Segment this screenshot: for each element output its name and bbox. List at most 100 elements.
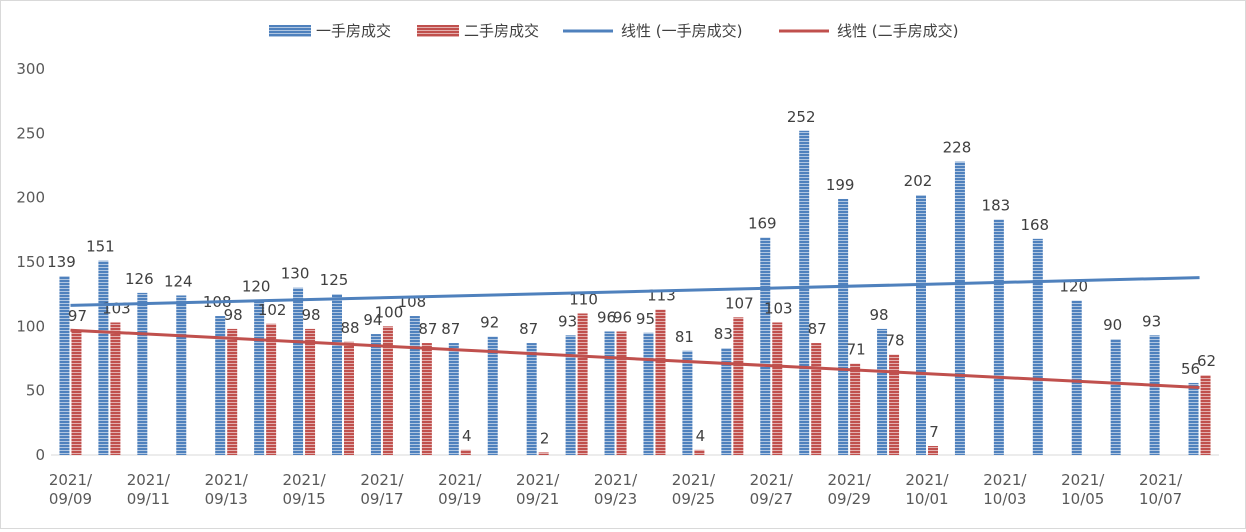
bar-resale-home [928, 445, 938, 455]
bar-resale-home [460, 449, 471, 455]
y-tick-label: 0 [35, 446, 45, 464]
bar-new-home [526, 343, 537, 455]
y-tick-label: 300 [16, 60, 45, 78]
bar-new-home [877, 328, 888, 455]
legend-label-trend-resale: 线性 (二手房成交) [837, 22, 958, 40]
bar-new-home [1188, 382, 1199, 455]
x-tick-label: 2021/09/23 [594, 471, 638, 508]
data-label: 90 [1103, 316, 1122, 334]
bar-new-home [1071, 300, 1082, 455]
x-tick-label: 2021/09/09 [49, 471, 93, 508]
x-tick-label: 2021/09/13 [205, 471, 249, 508]
data-label: 83 [714, 325, 733, 343]
bar-new-home [799, 130, 810, 455]
x-tick-label: 2021/09/15 [282, 471, 326, 508]
bar-new-home [98, 260, 109, 455]
data-label: 228 [943, 139, 972, 157]
bar-new-home [448, 343, 459, 455]
bar-new-home [409, 316, 420, 455]
bar-new-home [332, 294, 342, 455]
data-label: 56 [1181, 360, 1200, 378]
bar-new-home [565, 335, 576, 455]
data-label: 168 [1020, 216, 1049, 234]
data-label: 110 [569, 290, 598, 308]
data-label: 103 [102, 299, 131, 317]
data-label: 87 [441, 320, 460, 338]
data-label: 139 [47, 253, 76, 271]
legend-label-new-home: 一手房成交 [316, 22, 391, 40]
data-label: 7 [929, 423, 939, 441]
legend-swatch-resale-home [417, 25, 459, 37]
data-label: 97 [68, 307, 87, 325]
bar-resale-home [227, 328, 238, 455]
y-tick-label: 250 [16, 124, 45, 142]
x-tick-label: 2021/09/29 [828, 471, 872, 508]
bar-resale-home [655, 309, 666, 455]
bar-new-home [838, 198, 849, 455]
x-tick-label: 2021/09/19 [438, 471, 482, 508]
bar-resale-home [110, 322, 121, 455]
data-label: 199 [826, 176, 855, 194]
bar-resale-home [382, 326, 393, 455]
bar-new-home [954, 161, 965, 455]
bar-new-home [721, 348, 732, 455]
bar-resale-home [266, 323, 277, 455]
data-label: 124 [164, 272, 193, 290]
bar-new-home [1032, 238, 1043, 455]
bar-new-home [59, 276, 70, 455]
bar-new-home [1149, 335, 1160, 455]
bar-resale-home [1200, 375, 1211, 455]
data-label: 87 [519, 320, 538, 338]
x-tick-label: 2021/09/27 [750, 471, 794, 508]
x-tick-label: 2021/09/17 [360, 471, 404, 508]
y-tick-label: 100 [16, 317, 45, 335]
bar-new-home [1110, 339, 1121, 455]
data-label: 94 [363, 311, 382, 329]
bar-new-home [215, 316, 226, 455]
bar-new-home [487, 336, 498, 455]
x-tick-label: 2021/10/01 [905, 471, 949, 508]
y-tick-label: 200 [16, 189, 45, 207]
data-label: 126 [125, 270, 154, 288]
data-label: 107 [725, 294, 754, 312]
x-tick-label: 2021/10/03 [983, 471, 1027, 508]
legend-label-trend-new: 线性 (一手房成交) [621, 22, 742, 40]
bar-resale-home [733, 317, 744, 455]
bar-new-home [916, 195, 926, 456]
data-label: 169 [748, 215, 777, 233]
data-label: 78 [886, 332, 905, 350]
bar-resale-home [538, 452, 549, 455]
data-label: 98 [224, 306, 243, 324]
data-label: 4 [696, 427, 706, 445]
bar-new-home [293, 287, 304, 455]
data-label: 130 [281, 265, 310, 283]
bar-resale-home [889, 354, 900, 455]
data-label: 183 [982, 197, 1011, 215]
data-label: 96 [597, 308, 616, 326]
bar-resale-home [616, 331, 627, 455]
bar-new-home [760, 237, 771, 455]
bar-resale-home [811, 343, 822, 455]
y-tick-label: 150 [16, 253, 45, 271]
x-tick-label: 2021/09/25 [672, 471, 716, 508]
bar-resale-home [71, 330, 82, 455]
data-label: 4 [462, 427, 472, 445]
data-label: 202 [904, 172, 933, 190]
legend-label-resale-home: 二手房成交 [464, 22, 539, 40]
data-label: 252 [787, 108, 816, 126]
data-label: 151 [86, 238, 115, 256]
trendline-new-home [70, 276, 1200, 307]
data-label: 71 [847, 341, 866, 359]
legend-swatch-new-home [269, 25, 311, 37]
data-label: 120 [242, 278, 271, 296]
x-tick-label: 2021/10/05 [1061, 471, 1105, 508]
data-label: 96 [613, 308, 632, 326]
bar-resale-home [305, 328, 316, 455]
bar-new-home [254, 300, 265, 455]
data-label: 93 [558, 312, 577, 330]
data-label: 88 [340, 319, 359, 337]
trendline-resale-home [70, 328, 1200, 389]
x-tick-label: 2021/09/11 [127, 471, 171, 508]
data-label: 102 [258, 301, 287, 319]
